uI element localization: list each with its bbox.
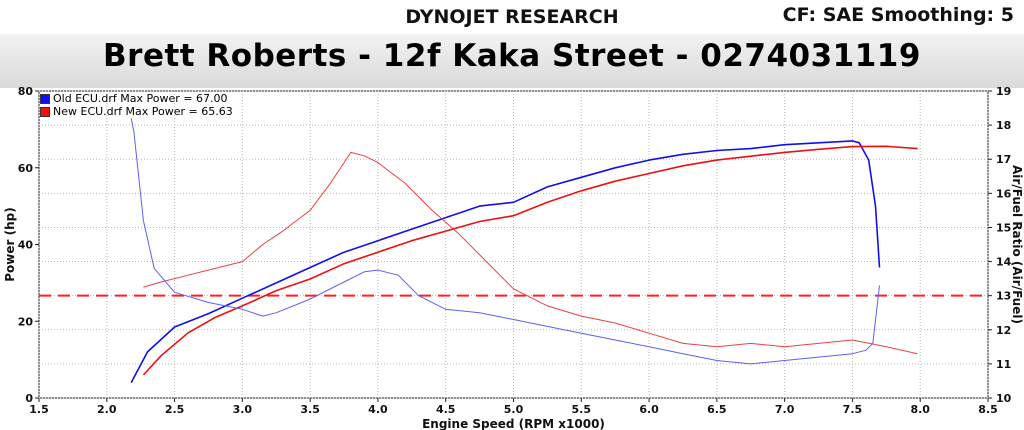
legend-label-old: Old ECU.drf Max Power = 67.00 bbox=[53, 92, 228, 105]
y-tick-label: 20 bbox=[18, 315, 34, 328]
series-line-2 bbox=[130, 118, 880, 365]
x-tick-label: 7.0 bbox=[775, 403, 795, 416]
legend-swatch-old bbox=[40, 93, 50, 104]
x-tick-label: 6.0 bbox=[639, 403, 659, 416]
y2-tick-label: 13 bbox=[996, 290, 1011, 303]
company-name: DYNOJET RESEARCH bbox=[405, 6, 619, 28]
y2-axis-label: Air/Fuel Ratio (Air/Fuel) bbox=[1010, 165, 1024, 324]
y2-tick-label: 14 bbox=[996, 256, 1012, 269]
x-tick-label: 4.5 bbox=[436, 403, 456, 416]
series-line-3 bbox=[143, 151, 918, 355]
y2-tick-label: 15 bbox=[996, 221, 1011, 234]
x-tick-label: 2.0 bbox=[97, 403, 117, 416]
legend-item-old: Old ECU.drf Max Power = 67.00 bbox=[40, 92, 233, 105]
x-tick-label: 3.5 bbox=[300, 403, 320, 416]
x-tick-label: 4.0 bbox=[368, 403, 388, 416]
x-tick-label: 5.0 bbox=[504, 403, 524, 416]
x-tick-label: 7.5 bbox=[843, 403, 863, 416]
y2-tick-label: 19 bbox=[996, 85, 1011, 98]
y-tick-label: 60 bbox=[18, 162, 34, 175]
y2-tick-label: 12 bbox=[996, 324, 1011, 337]
x-tick-label: 3.0 bbox=[233, 403, 253, 416]
y-axis-label: Power (hp) bbox=[3, 207, 17, 281]
legend: Old ECU.drf Max Power = 67.00 New ECU.dr… bbox=[40, 92, 233, 118]
legend-swatch-new bbox=[40, 106, 50, 117]
x-axis-label: Engine Speed (RPM x1000) bbox=[422, 417, 605, 430]
x-tick-label: 8.5 bbox=[978, 403, 998, 416]
x-tick-label: 5.5 bbox=[572, 403, 592, 416]
chart-title: Brett Roberts - 12f Kaka Street - 027403… bbox=[103, 38, 921, 74]
x-tick-label: 8.0 bbox=[910, 403, 930, 416]
x-tick-label: 1.5 bbox=[29, 403, 49, 416]
x-tick-label: 2.5 bbox=[165, 403, 185, 416]
series-line-1 bbox=[142, 145, 918, 376]
series-line-0 bbox=[130, 140, 881, 383]
y2-tick-label: 10 bbox=[996, 392, 1012, 405]
y2-tick-label: 17 bbox=[996, 153, 1011, 166]
y2-tick-label: 16 bbox=[996, 187, 1012, 200]
legend-item-new: New ECU.drf Max Power = 65.63 bbox=[40, 105, 233, 118]
y2-tick-label: 11 bbox=[996, 358, 1011, 371]
y2-tick-label: 18 bbox=[996, 119, 1011, 132]
legend-label-new: New ECU.drf Max Power = 65.63 bbox=[53, 105, 233, 118]
settings-label: CF: SAE Smoothing: 5 bbox=[782, 4, 1014, 26]
y-tick-label: 40 bbox=[18, 239, 34, 252]
title-band bbox=[0, 34, 1024, 88]
x-tick-label: 6.5 bbox=[707, 403, 727, 416]
y-tick-label: 80 bbox=[18, 85, 34, 98]
y-tick-label: 0 bbox=[25, 392, 33, 405]
